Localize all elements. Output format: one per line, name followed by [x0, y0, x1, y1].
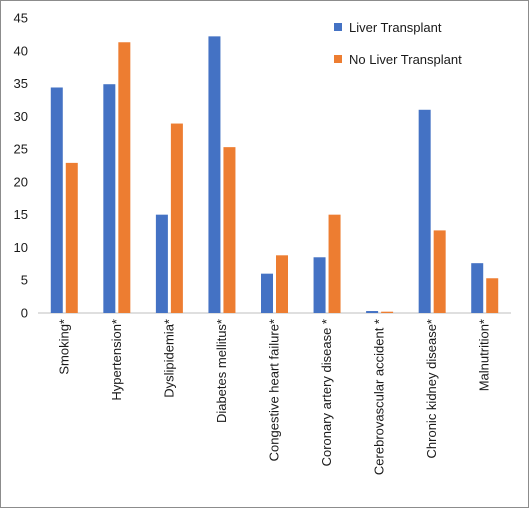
bar-liver-transplant: [313, 257, 326, 313]
bar-no-liver-transplant: [328, 214, 341, 313]
y-tick-label: 20: [14, 174, 28, 189]
category-label: Hypertension*: [109, 319, 124, 401]
category-label: Dyslipidemia*: [161, 319, 176, 398]
bar-liver-transplant: [50, 87, 63, 313]
category-label: Congestive heart failure*: [267, 319, 282, 461]
bar-no-liver-transplant: [170, 123, 183, 314]
y-tick-label: 40: [14, 43, 28, 58]
y-tick-label: 10: [14, 240, 28, 255]
category-label: Cerebrovascular accident *: [372, 319, 387, 475]
category-label: Malnutrition*: [477, 319, 492, 391]
y-tick-label: 45: [14, 11, 28, 26]
category-label: Smoking*: [56, 319, 71, 375]
bar-liver-transplant: [103, 84, 116, 313]
y-tick-label: 5: [21, 273, 28, 288]
y-tick-label: 35: [14, 76, 28, 91]
y-tick-label: 0: [21, 306, 28, 321]
category-label: Coronary artery disease *: [319, 319, 334, 466]
y-tick-label: 30: [14, 109, 28, 124]
bar-no-liver-transplant: [65, 162, 78, 313]
bar-no-liver-transplant: [381, 311, 394, 313]
bar-liver-transplant: [471, 263, 484, 313]
legend-label: No Liver Transplant: [349, 52, 462, 67]
bar-liver-transplant: [418, 109, 431, 314]
bar-liver-transplant: [155, 214, 168, 313]
bar-no-liver-transplant: [486, 278, 499, 313]
bar-no-liver-transplant: [276, 255, 288, 313]
legend-swatch-liver-transplant: [334, 23, 342, 31]
bar-no-liver-transplant: [433, 230, 446, 313]
bar-liver-transplant: [261, 273, 273, 313]
bar-liver-transplant: [208, 36, 221, 313]
y-tick-label: 25: [14, 142, 28, 157]
legend-label: Liver Transplant: [349, 20, 442, 35]
legend-swatch-no-liver-transplant: [334, 55, 342, 63]
bar-no-liver-transplant: [223, 147, 236, 313]
category-label: Chronic kidney disease*: [424, 319, 439, 458]
bar-liver-transplant: [366, 311, 379, 313]
category-label: Diabetes mellitus*: [214, 319, 229, 423]
y-tick-label: 15: [14, 207, 28, 222]
bar-no-liver-transplant: [118, 42, 131, 313]
